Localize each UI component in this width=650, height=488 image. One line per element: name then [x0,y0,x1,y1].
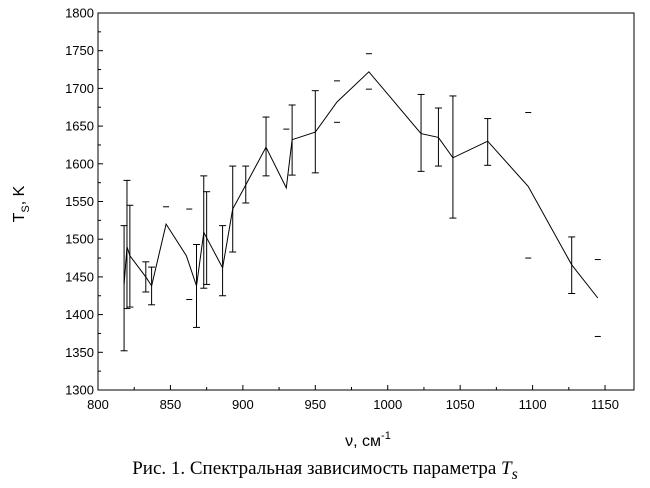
x-tick-label: 1100 [519,397,547,412]
error-bar [148,266,156,306]
caption-text: Рис. 1. Спектральная зависимость парамет… [132,458,502,479]
y-tick-label: 1800 [65,6,94,21]
error-bar [120,225,128,352]
y-axis-ticks: 1300 1350 1400 1450 1500 1550 1600 1650 1700 1750… [65,6,103,398]
error-bar [193,243,201,328]
error-bars [120,90,576,352]
y-axis-title: TS, K [11,185,32,222]
error-bar [200,175,208,289]
y-tick-label: 1450 [65,269,94,284]
axes [97,12,635,391]
x-tick-label: 800 [87,397,109,412]
y-tick-label: 1350 [65,345,94,360]
y-tick-label: 1550 [65,194,94,209]
caption-symbol: Ts [501,458,518,483]
y-tick-label: 1400 [65,307,94,322]
series-polyline [123,71,599,299]
error-bar [126,204,134,308]
error-bar [434,107,442,167]
x-axis-title: ν, см-1 [345,430,391,450]
y-tick-label: 1500 [65,232,94,247]
error-bar [142,261,150,293]
y-tick-label: 1300 [65,383,94,398]
error-bar [449,95,457,219]
error-bar [203,191,211,285]
chart: 800 850 900 950 1000 1050 1100 1150 1300 1350 140… [11,6,635,450]
x-tick-label: 850 [160,397,182,412]
plot-frame [97,12,635,391]
error-bar [262,116,270,177]
x-tick-label: 950 [304,397,326,412]
series-line [123,71,599,299]
error-bar [242,165,250,204]
error-bar [311,90,319,174]
error-bar [288,104,296,176]
error-bar [123,179,131,310]
extra-markers [163,53,601,337]
error-bar [229,165,237,253]
error-bar [219,225,227,297]
y-tick-label: 1750 [65,43,94,58]
x-tick-label: 1000 [373,397,402,412]
x-axis-ticks: 800 850 900 950 1000 1050 1100 1150 [87,385,619,412]
y-tick-label: 1700 [65,81,94,96]
y-tick-label: 1650 [65,119,94,134]
error-bar [484,118,492,166]
error-bar [417,93,425,172]
figure-caption: Рис. 1. Спектральная зависимость парамет… [0,458,650,484]
x-tick-label: 1150 [591,397,619,412]
y-tick-label: 1600 [65,156,94,171]
error-bar [568,236,576,294]
x-tick-label: 1050 [446,397,475,412]
x-tick-label: 900 [232,397,254,412]
